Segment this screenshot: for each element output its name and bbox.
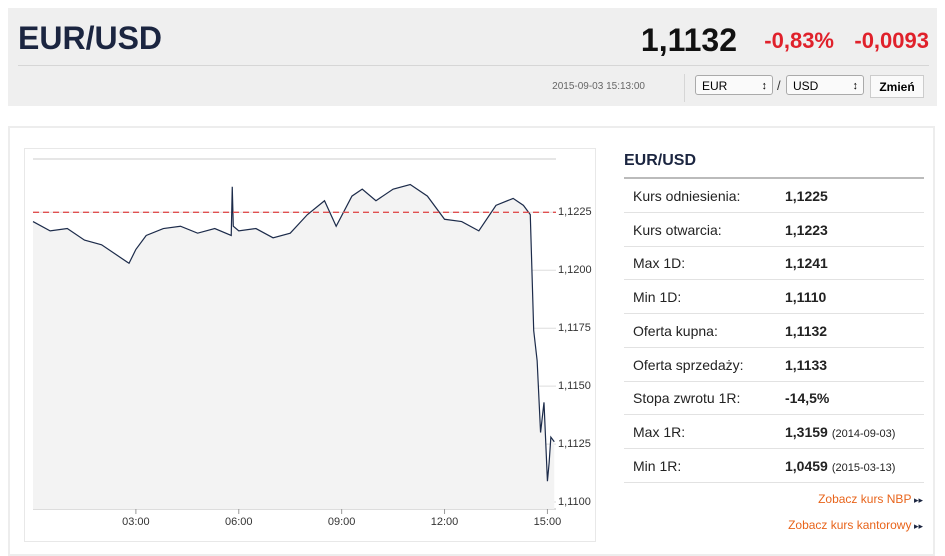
y-tick-label: 1,1225 — [558, 206, 592, 218]
row-label: Min 1D: — [633, 289, 682, 306]
row-value: 1,1110 — [785, 289, 827, 306]
y-tick-label: 1,1100 — [558, 496, 591, 508]
table-row: Oferta kupna: 1,1132 — [624, 314, 924, 348]
price-line — [32, 183, 555, 482]
divider — [684, 74, 685, 102]
x-tick-label: 03:00 — [122, 516, 150, 528]
table-row: Max 1R: 1,3159 (2014-09-03) — [624, 415, 924, 449]
table-row: Kurs otwarcia: 1,1223 — [624, 213, 924, 247]
table-row: Stopa zwrotu 1R: -14,5% — [624, 381, 924, 416]
row-label: Max 1R: — [633, 423, 686, 440]
y-tick-label: 1,1150 — [558, 380, 591, 392]
row-value: 1,1132 — [785, 322, 828, 339]
change-abs: -0,0093 — [854, 28, 929, 53]
x-tick-label: 15:00 — [534, 516, 562, 528]
table-row: Min 1D: 1,1110 — [624, 280, 924, 315]
link[interactable]: Zobacz kurs NBP — [818, 492, 923, 506]
row-label: Stopa zwrotu 1R: — [633, 390, 741, 407]
divider — [624, 177, 924, 179]
table-row: Min 1R: 1,0459 (2015-03-13) — [624, 449, 924, 483]
title: EUR/USD — [18, 20, 163, 56]
page: EUR/USD 1,1132 -0,83% -0,0093 2015-09-03… — [0, 0, 945, 542]
row-label: Oferta sprzedaży: — [633, 356, 744, 373]
row-date: (2015-03-13) — [831, 461, 896, 474]
area — [33, 184, 555, 509]
table-row: Max 1D: 1,1241 — [624, 246, 924, 281]
row-date: (2014-09-03) — [831, 427, 896, 440]
to-select[interactable]: USD — [786, 75, 864, 96]
change-button[interactable]: Zmień — [870, 75, 924, 98]
row-value: -14,5% — [785, 390, 830, 407]
row-label: Oferta kupna: — [633, 322, 718, 339]
row-value: 1,3159 (2014-09-03) — [785, 423, 896, 440]
table-row: Oferta sprzedaży: 1,1133 — [624, 348, 924, 382]
chart: 1,1100 1,1125 1,1150 1,1175 1,1200 1,1225 03:0… — [32, 158, 592, 528]
from-select[interactable]: EUR — [695, 75, 773, 96]
chart-box: 1,1100 1,1125 1,1150 1,1175 1,1200 1,1225 03:0… — [24, 148, 596, 542]
row-label: Max 1D: — [633, 255, 686, 272]
header: EUR/USD 1,1132 -0,83% -0,0093 2015-09-03… — [8, 8, 937, 106]
row-label: Kurs otwarcia: — [633, 221, 722, 238]
y-tick-label: 1,1125 — [558, 438, 591, 450]
x-tick-label: 06:00 — [225, 516, 253, 528]
table-row: Kurs odniesienia: 1,1225 — [624, 179, 924, 213]
slash: / — [777, 78, 781, 93]
y-tick-label: 1,1200 — [558, 264, 592, 276]
row-value: 1,1241 — [785, 255, 828, 272]
timestamp: 2015-09-03 15:13:00 — [552, 81, 645, 92]
row-value: 1,1223 — [785, 221, 828, 238]
link[interactable]: Zobacz kurs kantorowy — [788, 518, 923, 532]
row-label: Min 1R: — [633, 457, 682, 474]
row-value: 1,0459 (2015-03-13) — [785, 457, 896, 474]
y-tick-label: 1,1175 — [558, 322, 591, 334]
x-tick-label: 12:00 — [431, 516, 459, 528]
price: 1,1132 — [640, 22, 737, 58]
change-pct: -0,83% — [764, 28, 834, 53]
divider — [18, 65, 929, 66]
row-label: Kurs odniesienia: — [633, 188, 741, 204]
x-tick-label: 09:00 — [328, 516, 356, 528]
row-value: 1,1225 — [785, 188, 828, 204]
table-title: EUR/USD — [624, 152, 697, 169]
row-value: 1,1133 — [785, 356, 828, 373]
